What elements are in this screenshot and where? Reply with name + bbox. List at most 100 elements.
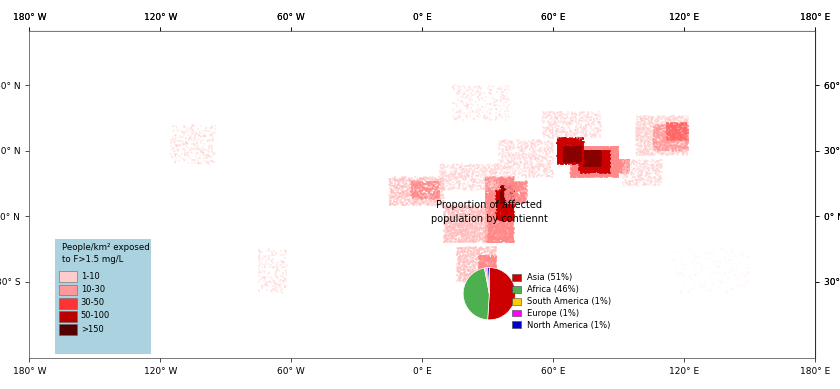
Point [593, 151, 606, 157]
Point [612, 156, 625, 162]
Point [581, 170, 595, 177]
Point [600, 151, 613, 157]
Point [255, 249, 268, 255]
Point [480, 267, 494, 273]
Point [480, 244, 493, 250]
Point [515, 183, 528, 189]
Point [596, 166, 610, 172]
Point [672, 129, 685, 135]
Point [496, 193, 509, 200]
Point [552, 141, 565, 147]
Point [454, 245, 468, 251]
Point [480, 233, 493, 239]
Point [601, 161, 614, 167]
Point [491, 205, 504, 211]
Point [569, 155, 582, 161]
Point [597, 149, 611, 156]
Point [259, 275, 272, 281]
Point [551, 139, 564, 145]
Point [570, 162, 584, 168]
Point [504, 214, 517, 220]
Point [456, 208, 470, 214]
Point [507, 225, 520, 231]
Point [516, 186, 529, 192]
Point [495, 215, 508, 221]
Point [504, 223, 517, 229]
Point [627, 165, 641, 172]
Point [646, 134, 659, 140]
Point [470, 223, 484, 229]
Point [499, 196, 512, 203]
Point [470, 183, 484, 189]
Point [491, 178, 504, 184]
Point [505, 186, 518, 193]
Point [199, 128, 213, 134]
Point [565, 159, 579, 165]
Point [514, 189, 528, 196]
Point [564, 150, 578, 156]
Point [580, 151, 593, 157]
Point [452, 230, 465, 237]
Point [486, 274, 499, 280]
Point [652, 168, 665, 174]
Point [519, 168, 533, 175]
Point [412, 195, 425, 202]
Point [664, 133, 678, 139]
Point [563, 137, 576, 143]
Point [592, 165, 606, 171]
Point [596, 165, 609, 171]
Point [655, 138, 669, 144]
Point [590, 158, 603, 164]
Point [492, 195, 506, 201]
Point [499, 199, 512, 205]
Point [471, 255, 485, 261]
Point [666, 115, 680, 121]
Point [403, 176, 417, 182]
Point [498, 153, 512, 159]
Point [555, 158, 569, 164]
Point [673, 143, 686, 149]
Point [497, 210, 511, 217]
Point [496, 219, 510, 225]
Point [470, 275, 483, 282]
Point [441, 235, 454, 241]
Point [575, 155, 589, 161]
Point [601, 164, 614, 170]
Point [565, 166, 579, 173]
Point [585, 153, 599, 159]
Point [500, 231, 513, 238]
Point [611, 144, 624, 150]
Point [591, 157, 605, 163]
Point [643, 128, 656, 134]
Point [572, 149, 585, 155]
Point [638, 175, 651, 182]
Point [423, 189, 436, 196]
Point [598, 158, 612, 164]
Point [677, 120, 690, 126]
Point [523, 170, 537, 177]
Point [413, 181, 427, 187]
Point [564, 141, 577, 147]
Point [504, 139, 517, 145]
Point [615, 169, 628, 175]
Point [481, 226, 495, 232]
Point [655, 131, 669, 137]
Point [585, 159, 598, 165]
Point [656, 150, 669, 156]
Point [704, 255, 717, 261]
Point [585, 162, 599, 168]
Point [465, 221, 478, 227]
Point [502, 213, 516, 219]
Point [586, 150, 600, 156]
Point [407, 190, 420, 196]
Point [633, 166, 646, 172]
Point [467, 222, 480, 228]
Point [577, 159, 591, 165]
Point [578, 161, 591, 167]
Point [511, 137, 524, 144]
Point [665, 125, 679, 131]
Point [615, 168, 628, 174]
Point [580, 165, 593, 171]
Point [558, 137, 571, 143]
Point [562, 159, 575, 166]
